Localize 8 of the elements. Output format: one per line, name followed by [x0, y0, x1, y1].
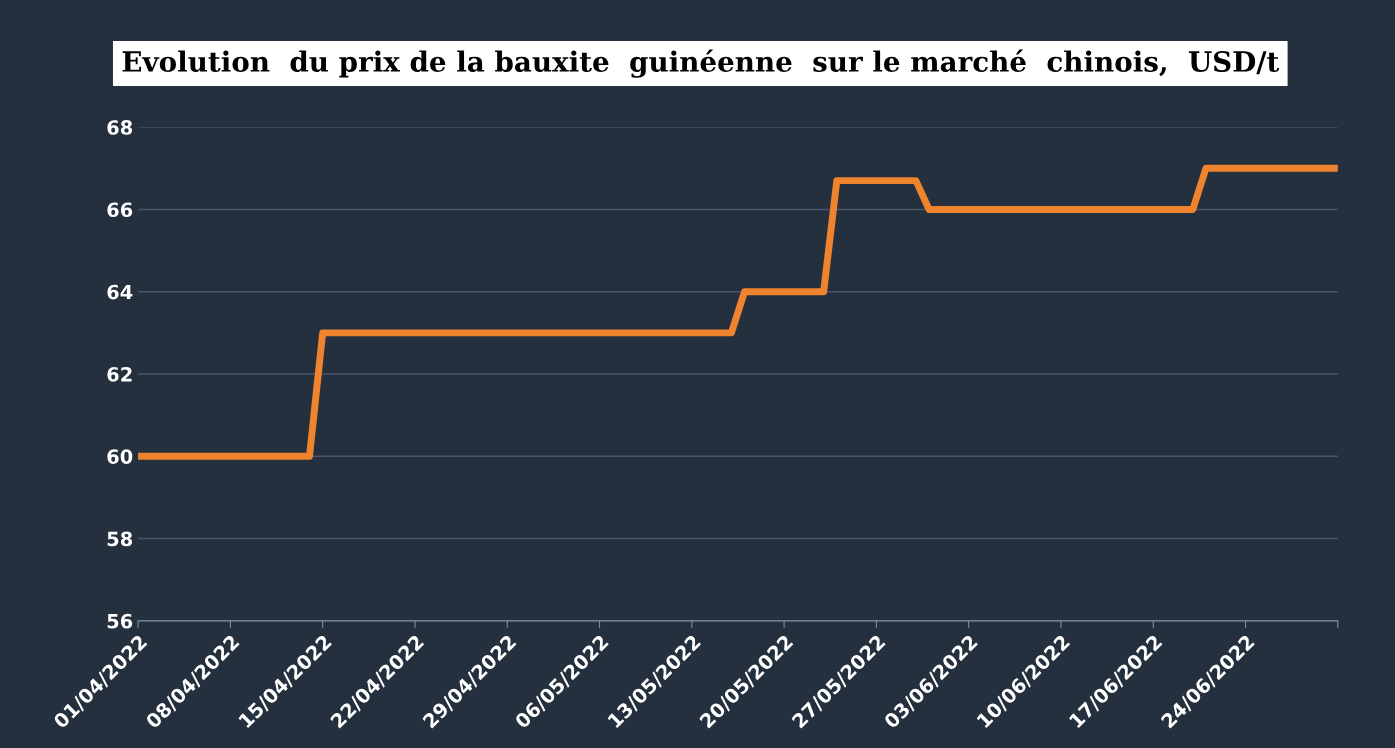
y-tick-label: 60	[107, 449, 133, 464]
y-tick-label: 58	[107, 531, 133, 547]
y-tick-label: 56	[107, 613, 133, 629]
y-tick-label: 62	[107, 366, 132, 382]
y-tick-label: 66	[107, 202, 133, 218]
y-tick-label: 64	[107, 284, 133, 300]
chart-title: Evolution du prix de la bauxite guinéenne sur le marché chinois, USD/t	[122, 49, 1280, 78]
y-tick-label: 68	[107, 120, 133, 135]
